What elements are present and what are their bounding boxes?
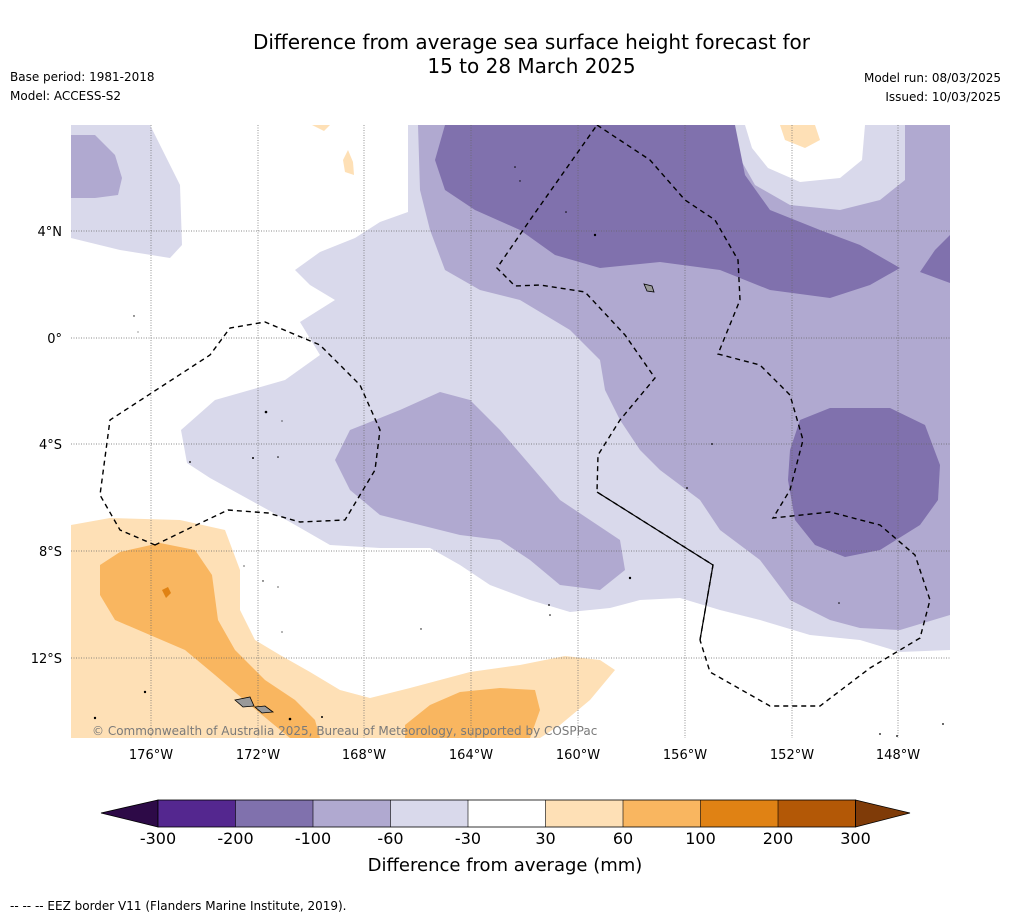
- copyright-notice: © Commonwealth of Australia 2025, Bureau…: [92, 724, 598, 738]
- colorbar-tick: 100: [685, 829, 716, 848]
- colorbar-label: Difference from average (mm): [368, 855, 643, 876]
- contour-region-topright-white: [745, 125, 865, 182]
- colorbar-segment-4: [390, 800, 468, 827]
- colorbar-segment-1: [158, 800, 236, 827]
- issued-date: Issued: 10/03/2025: [885, 90, 1001, 104]
- chart-title: Difference from average sea surface heig…: [0, 30, 1011, 78]
- lon-label-168w: 168°W: [342, 748, 386, 763]
- colorbar-segment-5: [468, 800, 546, 827]
- title-line-2: 15 to 28 March 2025: [427, 54, 636, 78]
- colorbar-extend-high: [855, 799, 911, 828]
- contour-region-topleft-inner: [71, 135, 122, 198]
- title-line-1: Difference from average sea surface heig…: [252, 30, 811, 54]
- lat-labels: 4°N 0° 4°S 8°S 12°S: [31, 225, 62, 667]
- lon-label-156w: 156°W: [663, 748, 707, 763]
- contour-band-plus100-spot: [162, 587, 171, 598]
- meta-left: Base period: 1981-2018 Model: ACCESS-S2: [10, 68, 155, 106]
- colorbar-ticks: -300 -200 -100 -60 -30 30 60 100 200 300: [140, 829, 871, 848]
- contour-band-plus30-speck-2: [343, 150, 354, 175]
- colorbar-dividers: [235, 800, 779, 827]
- contour-band-plus60-south: [405, 688, 540, 738]
- colorbar-tick: -200: [217, 829, 253, 848]
- lon-label-152w: 152°W: [770, 748, 814, 763]
- islands: [234, 283, 655, 714]
- contour-band-minus100-east: [920, 235, 950, 283]
- lon-labels: 176°W 172°W 168°W 164°W 160°W 156°W 152°…: [129, 748, 920, 763]
- lon-label-172w: 172°W: [236, 748, 280, 763]
- contour-region-central-minus60: [335, 392, 625, 590]
- gridlines: [71, 125, 950, 738]
- colorbar-tick: -100: [295, 829, 331, 848]
- contour-band-minus100-north: [435, 125, 900, 298]
- base-period: Base period: 1981-2018: [10, 70, 155, 84]
- model-name: Model: ACCESS-S2: [10, 89, 122, 103]
- lat-label-0: 0°: [47, 332, 62, 347]
- colorbar-tick: -30: [455, 829, 481, 848]
- colorbar-segment-7: [623, 800, 701, 827]
- lon-label-176w: 176°W: [129, 748, 173, 763]
- lat-label-12s: 12°S: [31, 652, 62, 667]
- lon-label-148w: 148°W: [876, 748, 920, 763]
- colorbar-tick: 30: [535, 829, 555, 848]
- island-dots: [93, 166, 944, 737]
- lon-label-160w: 160°W: [556, 748, 600, 763]
- lat-label-4n: 4°N: [38, 225, 63, 240]
- colorbar-segment-3: [313, 800, 391, 827]
- contour-band-plus30-speck-1: [312, 125, 330, 131]
- lat-label-8s: 8°S: [39, 545, 62, 560]
- colorbar-tick: 300: [840, 829, 871, 848]
- contour-region-topright-positive: [780, 125, 820, 148]
- colorbar-segment-2: [235, 800, 313, 827]
- colorbar-tick: -60: [377, 829, 403, 848]
- map-area: [71, 125, 950, 738]
- eez-solid-segment: [596, 491, 714, 641]
- lon-label-164w: 164°W: [449, 748, 493, 763]
- colorbar-tick: 200: [763, 829, 794, 848]
- contour-band-minus100-southeast: [788, 408, 940, 557]
- colorbar-tick: -300: [140, 829, 176, 848]
- meta-right: Model run: 08/03/2025 Issued: 10/03/2025: [864, 69, 1001, 107]
- colorbar: -300 -200 -100 -60 -30 30 60 100 200 300…: [100, 799, 911, 876]
- model-run: Model run: 08/03/2025: [863, 71, 1001, 85]
- eez-borders: [99, 125, 931, 707]
- eez-footnote: -- -- -- EEZ border V11 (Flanders Marine…: [10, 899, 347, 913]
- colorbar-tick: 60: [613, 829, 633, 848]
- colorbar-segment-8: [700, 800, 778, 827]
- lat-label-4s: 4°S: [39, 438, 62, 453]
- colorbar-segment-6: [545, 800, 623, 827]
- colorbar-extend-low: [100, 799, 159, 828]
- contour-band-plus60-southwest: [100, 543, 320, 738]
- colorbar-segment-9: [778, 800, 856, 827]
